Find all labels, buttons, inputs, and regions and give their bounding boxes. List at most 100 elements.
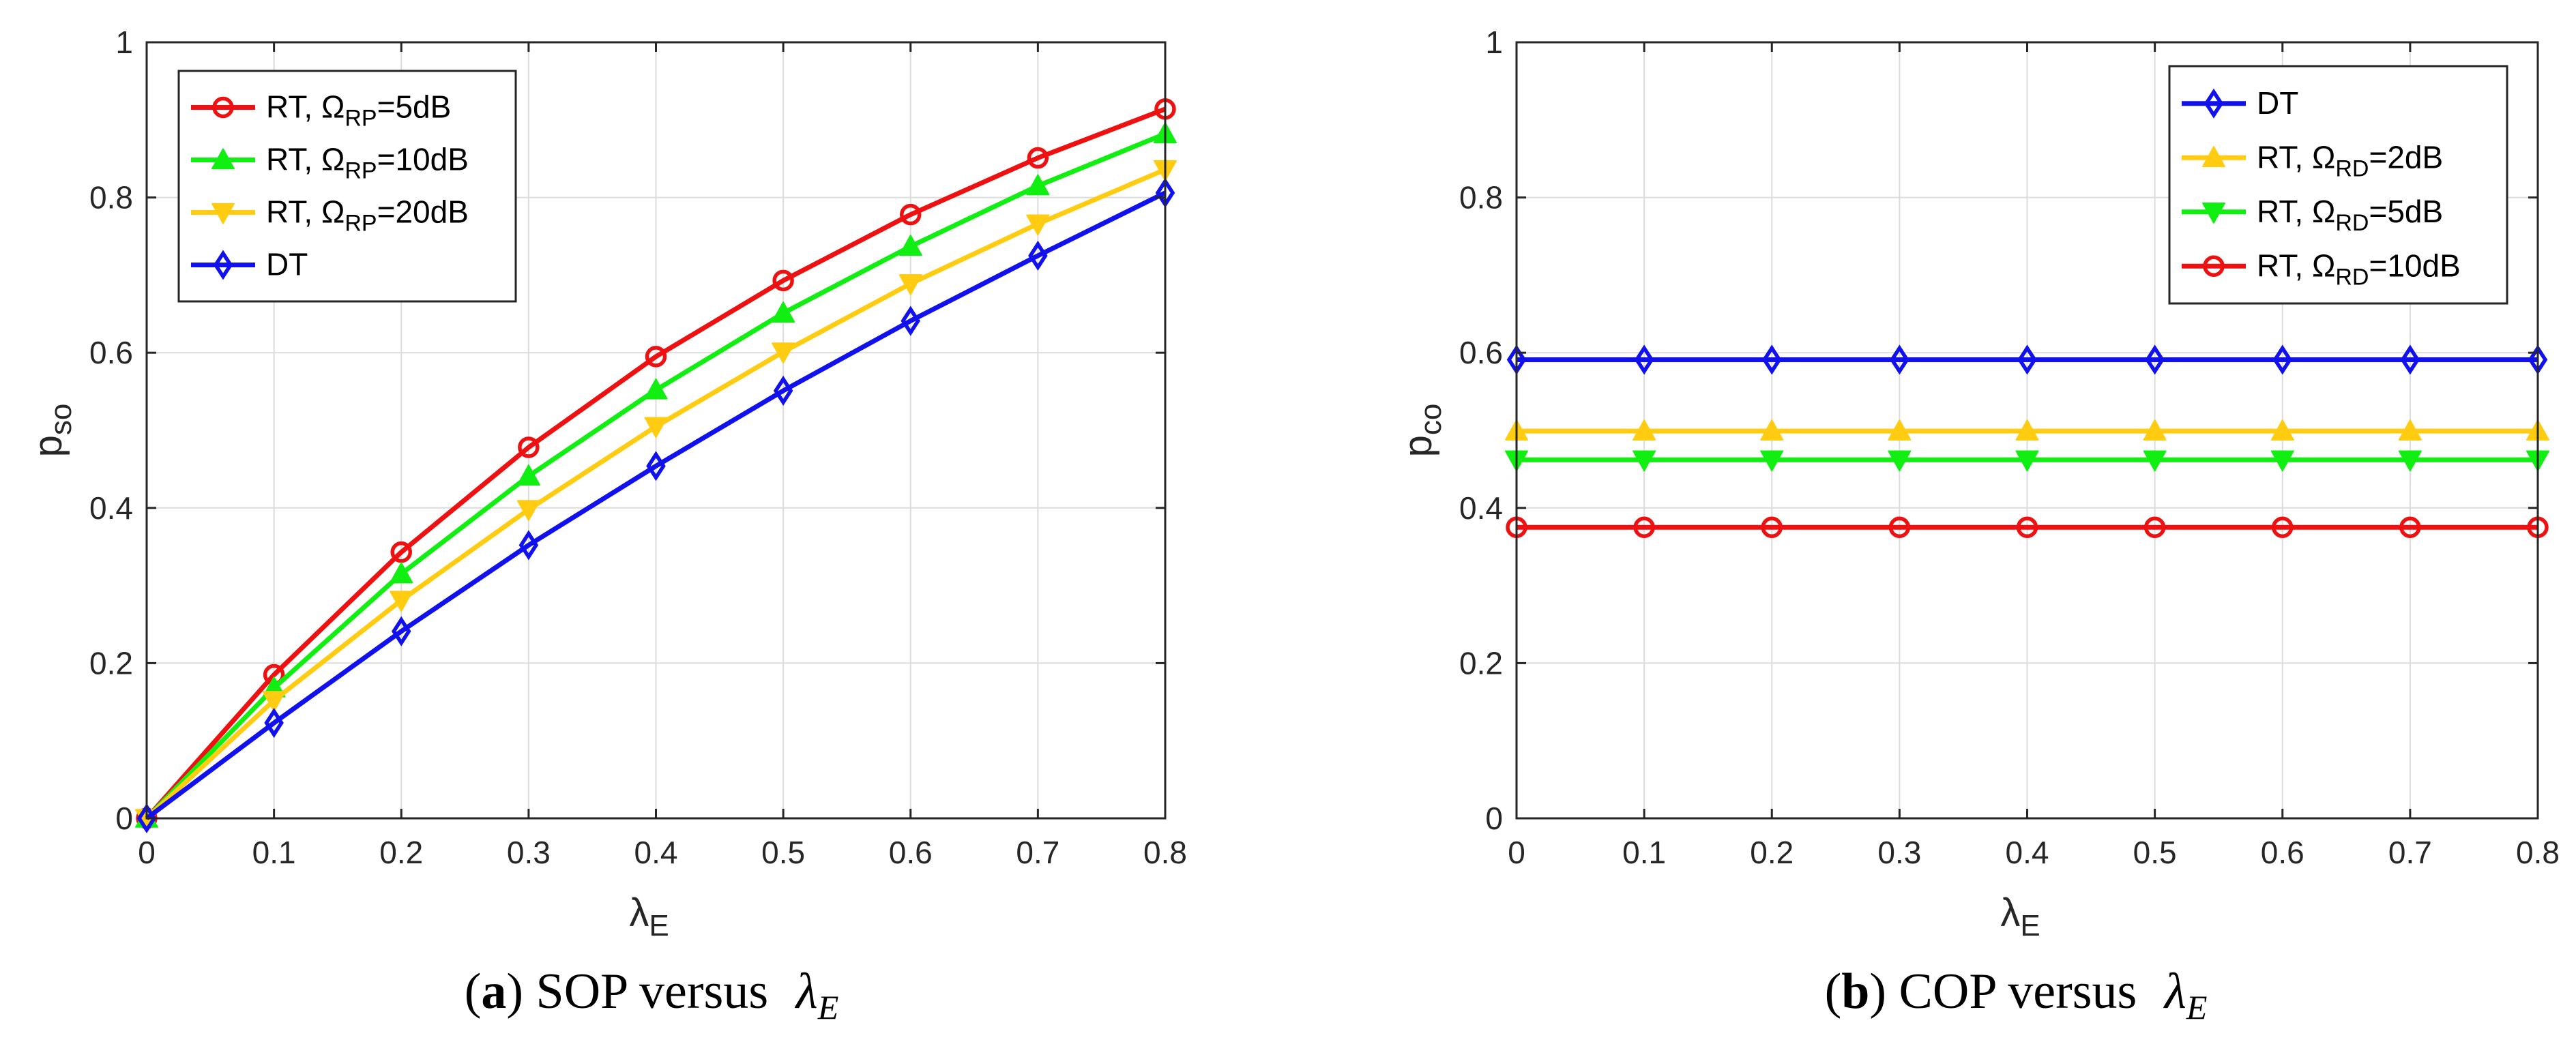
text-span: RD bbox=[2335, 264, 2369, 290]
x-axis-label: λE bbox=[2000, 891, 2040, 942]
text-span: =10dB bbox=[377, 142, 469, 177]
legend-label: RT, ΩRD=5dB bbox=[2257, 194, 2443, 236]
x-tick-label: 0.2 bbox=[379, 835, 423, 870]
legend-marker bbox=[2204, 88, 2224, 119]
text-span: =10dB bbox=[2369, 248, 2460, 283]
legend-item: RT, ΩRD=10dB bbox=[2182, 248, 2461, 290]
data-point-marker bbox=[2398, 450, 2422, 472]
text-span: RD bbox=[2335, 210, 2369, 236]
data-point-marker bbox=[2143, 419, 2167, 441]
legend-label: DT bbox=[266, 247, 308, 282]
data-point-marker bbox=[516, 464, 540, 486]
x-tick-label: 0.5 bbox=[2133, 835, 2177, 870]
text-span: a bbox=[481, 964, 506, 1019]
data-point-marker bbox=[2017, 344, 2037, 375]
series-line bbox=[145, 190, 1167, 820]
text-span: COP versus bbox=[1886, 964, 2150, 1019]
grid-lines bbox=[146, 42, 1166, 819]
text-span: RT, Ω bbox=[2257, 139, 2335, 175]
x-tick-label: 0.1 bbox=[1622, 835, 1666, 870]
data-point-marker bbox=[1633, 419, 1656, 441]
x-tick-label: 0 bbox=[138, 835, 156, 870]
legend-label: RT, ΩRP=10dB bbox=[266, 142, 469, 184]
data-point-marker bbox=[2270, 450, 2294, 472]
panel-b-cop-chart: 0 0.1 0.2 0.3 0.4 0.5 0.6 0.7 0.8 0 0.2 0.4 0.6 0.8 1 λ… bbox=[1396, 25, 2560, 1026]
data-point-marker bbox=[1027, 147, 1049, 169]
y-tick-label: 1 bbox=[1485, 25, 1503, 60]
panel-caption: (b) COP versus λE bbox=[1825, 964, 2208, 1026]
panel-caption: (a) SOP versus λE bbox=[465, 964, 839, 1026]
text-span: RT, Ω bbox=[2257, 248, 2335, 283]
data-point-marker bbox=[898, 235, 922, 256]
text-span: p bbox=[1396, 435, 1440, 457]
axes: 0 0.1 0.2 0.3 0.4 0.5 0.6 0.7 0.8 0 0.2 0.4 0.6 0.8 1 bbox=[89, 25, 1187, 870]
text-span: =2dB bbox=[2369, 139, 2443, 175]
text-span: SOP versus bbox=[523, 964, 781, 1019]
text-span: λ bbox=[2000, 891, 2020, 935]
data-point-marker bbox=[2400, 344, 2420, 375]
y-axis-label: pso bbox=[26, 404, 78, 458]
data-point-marker bbox=[2272, 516, 2294, 538]
data-point-marker bbox=[772, 342, 795, 364]
text-span: RP bbox=[345, 211, 377, 237]
legend-marker bbox=[212, 96, 234, 119]
data-point-marker bbox=[1633, 450, 1656, 472]
text-span: λ bbox=[629, 891, 649, 935]
text-span: DT bbox=[2257, 85, 2298, 121]
text-span: E bbox=[817, 988, 839, 1026]
legend-label: RT, ΩRP=20dB bbox=[266, 194, 469, 237]
x-tick-label: 0.4 bbox=[634, 835, 678, 870]
axes: 0 0.1 0.2 0.3 0.4 0.5 0.6 0.7 0.8 0 0.2 0.4 0.6 0.8 1 bbox=[1459, 25, 2560, 870]
legend-item: RT, ΩRD=5dB bbox=[2182, 194, 2443, 236]
text-span: p bbox=[26, 435, 70, 457]
data-point-marker bbox=[646, 451, 666, 481]
text-span: so bbox=[44, 404, 78, 435]
data-point-marker bbox=[2270, 419, 2294, 441]
data-point-marker bbox=[1760, 450, 1784, 472]
data-point-marker bbox=[1028, 240, 1048, 271]
data-point-marker bbox=[900, 203, 922, 226]
text-span: =5dB bbox=[377, 89, 452, 125]
text-span: RP bbox=[345, 106, 377, 132]
text-span: ( bbox=[1825, 964, 1842, 1019]
text-span: =5dB bbox=[2369, 194, 2443, 229]
y-tick-label: 0 bbox=[1485, 801, 1503, 836]
x-tick-label: 0.4 bbox=[2006, 835, 2049, 870]
series-triangle-down-2 bbox=[1505, 450, 2549, 472]
data-point-marker bbox=[1760, 419, 1784, 441]
text-span: DT bbox=[266, 247, 308, 282]
data-point-marker bbox=[1761, 516, 1783, 538]
data-point-marker bbox=[2015, 419, 2039, 441]
y-tick-label: 1 bbox=[115, 25, 133, 60]
data-point-marker bbox=[1633, 516, 1655, 538]
y-tick-label: 0.8 bbox=[1459, 180, 1503, 215]
y-tick-label: 0.6 bbox=[1459, 335, 1503, 370]
series-triangle-up-1 bbox=[1505, 419, 2549, 441]
data-point-marker bbox=[773, 375, 793, 406]
x-tick-label: 0.3 bbox=[1877, 835, 1921, 870]
text-span: E bbox=[2020, 909, 2040, 942]
text-span: E bbox=[649, 909, 669, 942]
data-point-marker bbox=[1888, 450, 1912, 472]
text-span: RT, Ω bbox=[266, 89, 345, 125]
data-point-marker bbox=[2015, 450, 2039, 472]
data-point-marker bbox=[262, 691, 286, 713]
data-point-marker bbox=[1634, 344, 1654, 375]
y-tick-label: 0.4 bbox=[89, 490, 133, 526]
series-line bbox=[145, 106, 1167, 820]
text-span: ) bbox=[506, 964, 523, 1019]
x-tick-label: 0.6 bbox=[2261, 835, 2304, 870]
data-point-marker bbox=[2143, 450, 2167, 472]
legend-item: DT bbox=[191, 247, 308, 282]
legend-marker bbox=[2202, 202, 2225, 224]
legend-marker bbox=[211, 203, 235, 224]
x-axis-label: λE bbox=[629, 891, 669, 942]
text-span: RP bbox=[345, 158, 377, 184]
x-tick-label: 0.6 bbox=[889, 835, 933, 870]
y-tick-label: 0 bbox=[115, 801, 133, 836]
x-tick-label: 0.5 bbox=[761, 835, 805, 870]
legend-item: RT, ΩRP=5dB bbox=[191, 89, 451, 132]
data-point-marker bbox=[136, 803, 157, 834]
legend-item: DT bbox=[2182, 85, 2298, 121]
